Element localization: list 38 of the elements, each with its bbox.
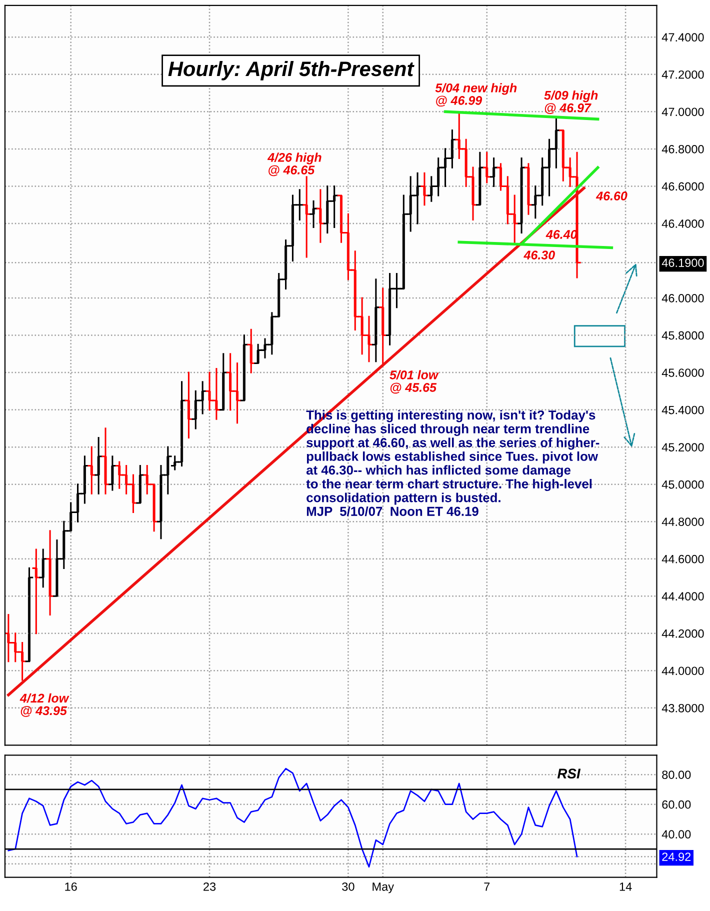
y-tick-label: 24.92 xyxy=(662,852,691,861)
text: RSI xyxy=(557,768,581,778)
y-tick-label: 46.4000 xyxy=(662,220,704,228)
annotation: 5/09 high @ 46.97 xyxy=(544,90,598,114)
y-tick-label: 44.0000 xyxy=(662,666,704,676)
y-tick-label: 46.0000 xyxy=(662,294,704,302)
annotation: 4/12 low @ 43.95 xyxy=(20,693,70,717)
y-tick-label: 45.4000 xyxy=(662,406,704,414)
y-tick-label: 44.6000 xyxy=(662,554,704,564)
y-tick-label: 47.4000 xyxy=(662,33,704,42)
x-tick-label: May xyxy=(372,882,394,894)
x-tick-label: 14 xyxy=(620,882,632,891)
annotation: 5/01 low @ 45.65 xyxy=(390,370,439,394)
x-tick-label: 23 xyxy=(204,882,216,891)
x-tick-label: 7 xyxy=(484,882,490,891)
y-tick-label: 47.0000 xyxy=(662,108,704,116)
y-tick-label: 46.8000 xyxy=(662,144,704,154)
y-tick-label: 46.1900 xyxy=(662,258,704,267)
y-tick-label: 46.6000 xyxy=(662,182,704,191)
y-tick-label: 43.8000 xyxy=(662,704,704,712)
y-tick-label: 45.6000 xyxy=(662,368,704,377)
annotation: 5/04 new high @ 46.99 xyxy=(435,83,517,107)
y-tick-label: 40.00 xyxy=(662,830,691,839)
annotation: 46.60 xyxy=(596,192,628,200)
text: Hourly: April 5th-Present xyxy=(168,60,414,80)
y-tick-label: 80.00 xyxy=(662,770,691,779)
x-tick-label: 30 xyxy=(342,882,354,891)
y-tick-label: 45.2000 xyxy=(662,443,704,452)
y-tick-label: 44.2000 xyxy=(662,629,704,638)
annotation: 46.30 xyxy=(524,250,555,260)
y-tick-label: 44.4000 xyxy=(662,592,704,601)
y-tick-label: 45.0000 xyxy=(662,480,704,489)
y-tick-label: 60.00 xyxy=(662,800,691,809)
y-tick-label: 47.2000 xyxy=(662,70,704,79)
y-tick-label: 44.8000 xyxy=(662,518,704,526)
y-tick-label: 45.8000 xyxy=(662,331,704,340)
x-tick-label: 16 xyxy=(65,882,77,891)
annotation: 4/26 high @ 46.65 xyxy=(267,152,322,176)
